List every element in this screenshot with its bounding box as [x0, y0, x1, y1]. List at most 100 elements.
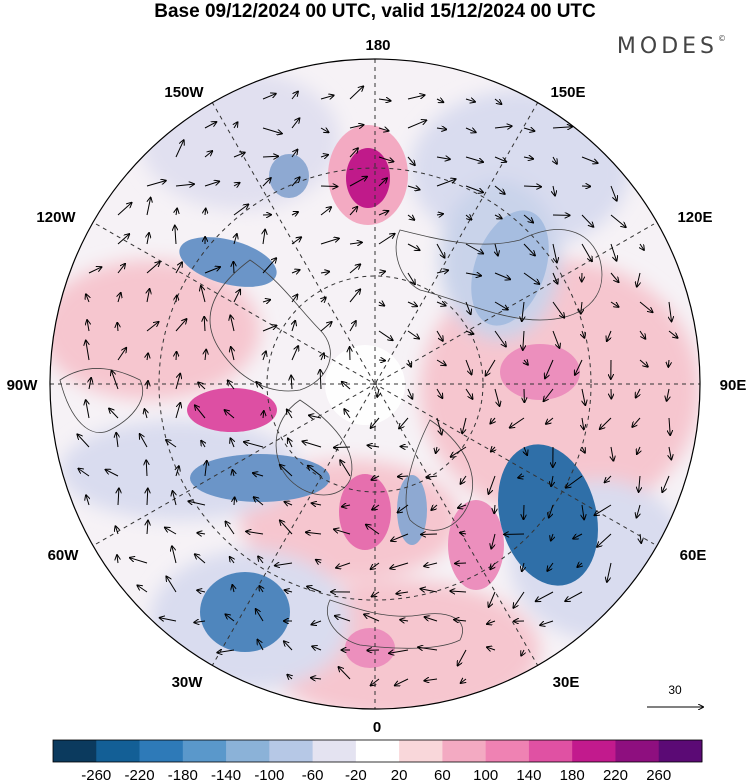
- wind-vector: [312, 621, 322, 625]
- wind-vector: [595, 504, 612, 515]
- wind-vector: [486, 359, 496, 376]
- wind-vector: [552, 272, 558, 284]
- wind-vector: [607, 330, 611, 341]
- wind-vector: [291, 92, 298, 100]
- wind-vector: [312, 503, 322, 505]
- colorbar: [52, 739, 703, 763]
- wind-vector: [465, 273, 481, 276]
- wind-vector: [436, 214, 443, 215]
- wind-vector: [407, 215, 414, 220]
- wind-vector: [339, 667, 351, 680]
- wind-vector: [494, 126, 512, 128]
- wind-vector: [334, 529, 351, 535]
- lon-label-30w: 30W: [172, 674, 204, 691]
- wind-vector: [340, 460, 351, 477]
- wind-vector: [424, 563, 438, 566]
- colorbar-tick-label: 180: [560, 767, 585, 783]
- wind-vector: [349, 86, 363, 100]
- wind-vector: [597, 533, 612, 547]
- wind-vector: [436, 157, 450, 159]
- wind-vector: [436, 99, 443, 102]
- wind-vector: [436, 417, 442, 434]
- lon-label-120e: 120E: [677, 209, 712, 226]
- wind-vector: [431, 505, 438, 510]
- wind-vector: [513, 591, 525, 608]
- wind-vector: [398, 476, 409, 477]
- wind-vector: [335, 616, 351, 622]
- wind-vector: [349, 125, 363, 128]
- colorbar-swatch: [658, 740, 703, 762]
- wind-vector: [547, 562, 554, 571]
- wind-vector: [233, 290, 240, 303]
- wind-vector: [204, 317, 205, 332]
- wind-vector: [173, 491, 177, 506]
- wind-vector: [458, 649, 467, 666]
- wind-vector: [495, 243, 498, 256]
- wind-vector: [421, 534, 438, 535]
- wind-vector: [117, 203, 132, 216]
- wind-vector: [398, 504, 409, 513]
- wind-vector: [188, 501, 206, 506]
- wind-vector: [610, 185, 617, 201]
- colorbar-tick-label: -60: [302, 767, 324, 783]
- wind-vector: [217, 650, 235, 653]
- wind-vector: [194, 621, 206, 623]
- wind-vector: [494, 185, 505, 194]
- colorbar-swatch: [355, 740, 400, 762]
- wind-vector: [205, 350, 206, 361]
- colorbar-swatch: [572, 740, 616, 762]
- wind-vector: [465, 99, 475, 102]
- wind-vector: [166, 577, 177, 593]
- wind-vector: [577, 563, 582, 567]
- wind-vector: [610, 243, 617, 261]
- wind-vector: [288, 439, 292, 448]
- wind-vector: [116, 433, 118, 448]
- wind-vector: [285, 502, 293, 505]
- wind-vector: [553, 156, 557, 164]
- wind-vector: [226, 614, 235, 622]
- wind-vector: [256, 609, 264, 622]
- wind-vector: [230, 557, 234, 564]
- wind-vector: [581, 156, 598, 163]
- wind-vector: [244, 442, 264, 448]
- wind-vector: [610, 214, 626, 227]
- wind-vector: [275, 563, 293, 566]
- wind-vector: [494, 301, 508, 310]
- wind-vector: [307, 586, 322, 593]
- wind-vector: [566, 475, 583, 488]
- wind-vector: [378, 360, 385, 361]
- map-border: [49, 58, 701, 710]
- lon-label-120w: 120W: [36, 209, 76, 226]
- wind-vector: [116, 526, 119, 535]
- wind-vector: [523, 186, 541, 187]
- wind-vector: [378, 99, 391, 101]
- wind-vector: [364, 614, 380, 622]
- wind-vector: [262, 127, 282, 134]
- wind-vector: [204, 151, 212, 158]
- wind-vector: [320, 95, 334, 99]
- wind-vector: [291, 150, 297, 158]
- wind-vector: [147, 289, 150, 303]
- wind-vector: [349, 289, 360, 303]
- wind-vector: [581, 214, 593, 227]
- wind-vector: [232, 585, 234, 593]
- wind-vector: [263, 230, 265, 245]
- wind-vector: [292, 321, 295, 332]
- wind-vector: [575, 359, 583, 375]
- wind-vector: [371, 678, 380, 685]
- wind-vector: [197, 533, 206, 534]
- wind-vector: [582, 330, 584, 338]
- wind-vector: [389, 650, 409, 653]
- wind-vector: [518, 476, 525, 478]
- wind-vector: [172, 546, 177, 564]
- wind-vector: [204, 122, 216, 129]
- graticule: [50, 59, 700, 709]
- wind-vector: [201, 286, 206, 303]
- wind-vector: [112, 371, 119, 390]
- wind-vector: [465, 215, 472, 220]
- wind-vector: [600, 417, 612, 429]
- wind-vector: [175, 403, 180, 419]
- wind-vector: [378, 128, 389, 131]
- wind-vector: [407, 120, 426, 129]
- wind-vector: [611, 446, 613, 461]
